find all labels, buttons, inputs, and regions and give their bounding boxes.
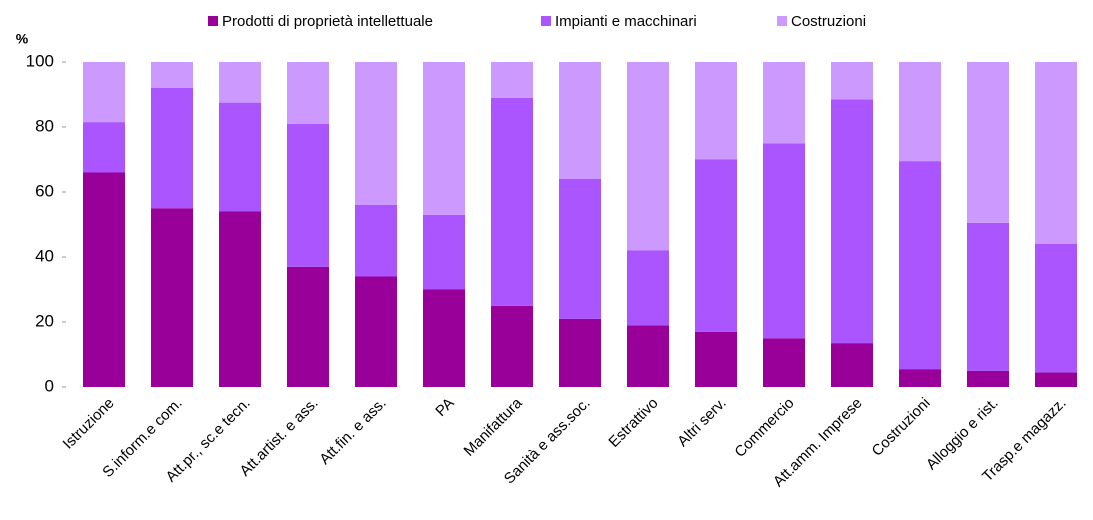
- bar-segment: [763, 62, 805, 144]
- y-axis-label: %: [16, 31, 29, 47]
- legend-label: Impianti e macchinari: [555, 13, 697, 30]
- bar-segment: [151, 62, 193, 88]
- bar-segment: [423, 214, 465, 290]
- x-tick-label: Altri serv.: [674, 395, 729, 450]
- bar-segment: [559, 318, 601, 387]
- bar-segment: [695, 62, 737, 160]
- y-tick-label: 0: [45, 376, 54, 395]
- bar-segment: [831, 99, 873, 344]
- bar-segment: [1035, 62, 1077, 244]
- bar-segment: [219, 102, 261, 212]
- bar-segment: [151, 208, 193, 387]
- bar-segment: [219, 62, 261, 103]
- bar-segment: [559, 179, 601, 319]
- bar-segment: [627, 62, 669, 251]
- bar-segment: [899, 161, 941, 370]
- bar-segment: [491, 97, 533, 306]
- bar-segment: [355, 276, 397, 387]
- x-tick-label: Commercio: [731, 395, 797, 461]
- bar-segment: [287, 123, 329, 267]
- x-tick-label: Costruzioni: [869, 395, 934, 460]
- bar-segment: [423, 62, 465, 215]
- bar-segment: [559, 62, 601, 179]
- bar-segment: [831, 62, 873, 100]
- bar-segment: [627, 250, 669, 326]
- y-tick-label: 40: [35, 246, 54, 265]
- x-tick-label: Istruzione: [60, 395, 118, 453]
- y-tick-label: 100: [26, 51, 54, 70]
- x-tick-label: PA: [432, 395, 457, 420]
- bar-segment: [83, 62, 125, 123]
- x-tick-label: Manifattura: [461, 394, 527, 460]
- legend-swatch: [541, 16, 551, 26]
- bar-segment: [967, 222, 1009, 371]
- bar-segment: [83, 172, 125, 387]
- y-tick-label: 60: [35, 181, 54, 200]
- bar-segment: [355, 205, 397, 277]
- bar-segment: [83, 122, 125, 173]
- bar-segment: [287, 266, 329, 387]
- legend-label: Costruzioni: [791, 13, 866, 30]
- legend-swatch: [208, 16, 218, 26]
- legend-label: Prodotti di proprietà intellettuale: [222, 13, 433, 30]
- bar-segment: [219, 211, 261, 387]
- bar-segment: [423, 289, 465, 387]
- bar-segment: [967, 62, 1009, 223]
- x-tick-label: Att.fin. e ass.: [316, 395, 389, 468]
- bar-segment: [763, 338, 805, 387]
- bar-segment: [355, 62, 397, 205]
- y-tick-label: 20: [35, 311, 54, 330]
- bar-segment: [763, 143, 805, 339]
- bar-segment: [831, 343, 873, 387]
- bar-segment: [967, 370, 1009, 387]
- bar-segment: [899, 62, 941, 162]
- bar-segment: [695, 331, 737, 387]
- bar-segment: [899, 369, 941, 387]
- y-tick-label: 80: [35, 116, 54, 135]
- legend-swatch: [777, 16, 787, 26]
- bar-segment: [287, 62, 329, 124]
- bar-segment: [151, 88, 193, 209]
- x-tick-label: Estrattivo: [605, 395, 661, 451]
- bar-segment: [627, 325, 669, 387]
- bar-segment: [491, 305, 533, 387]
- bar-segment: [1035, 244, 1077, 373]
- bar-segment: [1035, 372, 1077, 387]
- bar-segment: [695, 159, 737, 332]
- bar-segment: [491, 62, 533, 98]
